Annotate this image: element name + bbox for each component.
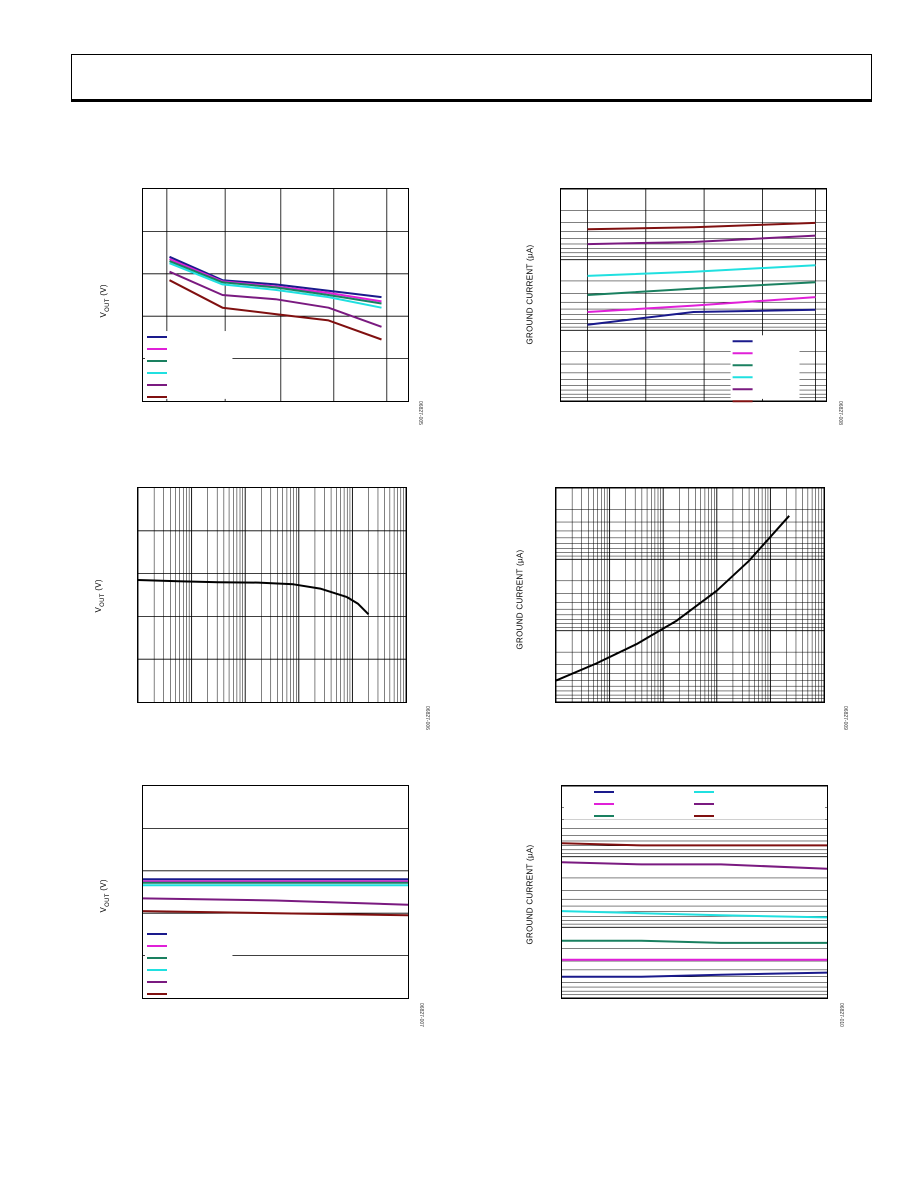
- figure-code-p2: 06827-008: [837, 401, 843, 425]
- legend-box: [145, 331, 233, 399]
- plot-ground-current-3: [561, 785, 828, 999]
- series-line-3: [562, 939, 827, 944]
- figure-code-p4: 06827-009: [842, 706, 848, 730]
- series-line-3: [169, 260, 382, 305]
- legend-box: [145, 928, 233, 996]
- series-line-4: [169, 262, 382, 309]
- series-line-1: [169, 255, 382, 299]
- series-line-1: [137, 579, 370, 616]
- figure-code-p5: 06827-007: [418, 1003, 424, 1027]
- series-line-6: [142, 910, 409, 917]
- series-line-3: [587, 281, 816, 296]
- series-line-4: [561, 910, 828, 919]
- series-line-5: [169, 270, 382, 328]
- plot-vout-3: [142, 785, 409, 999]
- ylabel-p2: GROUND CURRENT (µA): [525, 244, 535, 345]
- series-line-2: [587, 296, 816, 313]
- series-line-1: [562, 971, 828, 978]
- figure-code-p6: 06827-010: [838, 1003, 844, 1027]
- series-line-6: [169, 279, 382, 341]
- series-line-4: [587, 264, 816, 277]
- ylabel-p4: GROUND CURRENT (µA): [515, 549, 525, 650]
- series-line-1: [587, 308, 816, 326]
- series-line-5: [142, 897, 409, 906]
- page-header-frame: [71, 54, 872, 102]
- plot-ground-current-1: [560, 188, 827, 403]
- series-line-6: [587, 221, 816, 231]
- ylabel-p5: VOUT (V): [99, 879, 111, 913]
- figure-code-p3: 06827-006: [424, 706, 430, 730]
- ylabel-p6: GROUND CURRENT (µA): [525, 844, 535, 945]
- ylabel-p3: VOUT (V): [94, 579, 106, 613]
- series-line-6: [561, 842, 827, 847]
- series-line-2: [169, 258, 382, 303]
- plot-vout-2: [137, 487, 407, 703]
- plot-vout-1: [142, 188, 409, 402]
- figure-code-p1: 06827-005: [417, 401, 423, 425]
- series-line-5: [561, 861, 828, 870]
- series-line-1: [555, 515, 790, 682]
- plot-ground-current-2: [555, 487, 825, 703]
- series-line-5: [587, 234, 816, 246]
- ylabel-p1: VOUT (V): [99, 284, 111, 318]
